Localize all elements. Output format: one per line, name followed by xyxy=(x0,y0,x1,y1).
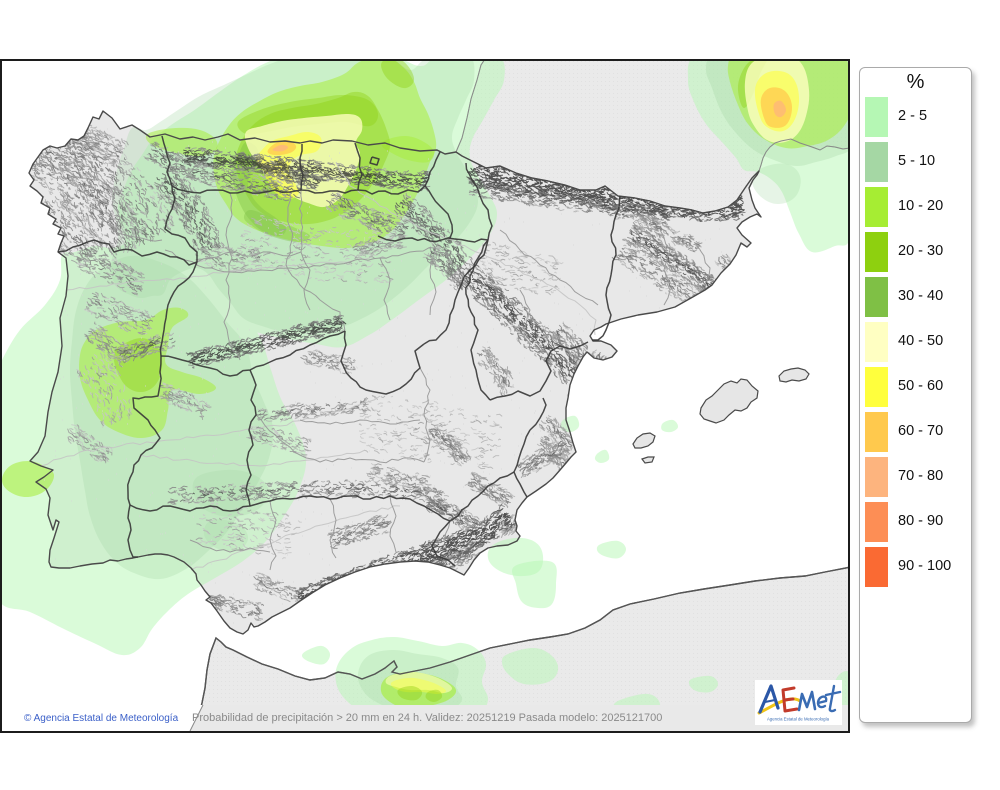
svg-text:Agencia Estatal de Meteorologí: Agencia Estatal de Meteorología xyxy=(767,717,830,722)
